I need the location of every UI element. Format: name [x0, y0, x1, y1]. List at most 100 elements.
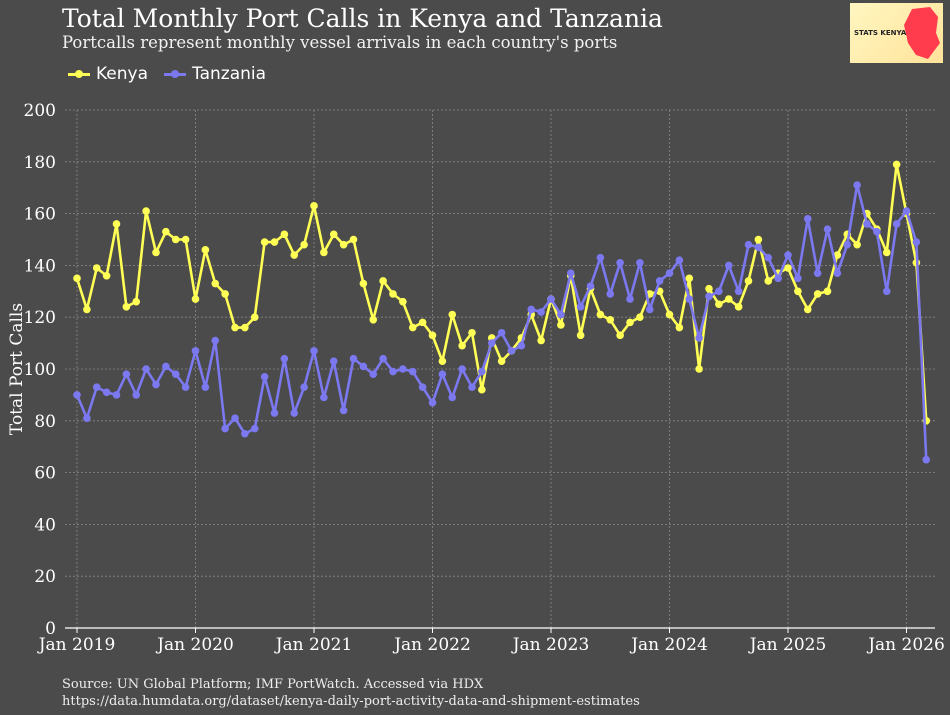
- legend-item-kenya: Kenya: [68, 64, 148, 84]
- data-point-kenya: [369, 315, 378, 324]
- y-tick-label: 120: [24, 308, 56, 328]
- data-point-kenya: [478, 385, 486, 394]
- data-point-kenya: [803, 305, 812, 314]
- data-point-kenya: [705, 284, 713, 293]
- data-point-tanzania: [310, 347, 318, 355]
- data-point-tanzania: [715, 287, 723, 296]
- y-tick-label: 160: [24, 205, 56, 225]
- data-point-kenya: [448, 310, 457, 319]
- data-point-kenya: [280, 230, 289, 239]
- data-point-tanzania: [892, 220, 901, 228]
- data-point-kenya: [882, 248, 891, 257]
- data-point-kenya: [557, 321, 565, 329]
- x-tick-label: Jan 2025: [748, 635, 827, 655]
- data-point-kenya: [596, 310, 605, 319]
- data-point-tanzania: [576, 303, 585, 311]
- data-point-kenya: [320, 248, 328, 257]
- kenya-map-icon: [904, 7, 940, 59]
- data-point-kenya: [349, 235, 358, 244]
- data-point-kenya: [112, 220, 121, 228]
- data-point-kenya: [685, 274, 694, 283]
- data-point-tanzania: [497, 328, 506, 337]
- data-point-kenya: [606, 315, 615, 324]
- data-point-kenya: [270, 238, 279, 246]
- data-point-kenya: [408, 323, 417, 332]
- data-point-tanzania: [478, 367, 486, 376]
- data-point-kenya: [616, 331, 624, 340]
- source-note: Source: UN Global Platform; IMF PortWatc…: [62, 676, 640, 710]
- y-tick-label: 20: [34, 567, 56, 587]
- x-tick-label: Jan 2024: [629, 635, 708, 655]
- data-point-tanzania: [280, 354, 289, 363]
- data-point-tanzania: [922, 455, 931, 464]
- data-point-kenya: [665, 310, 674, 319]
- data-point-tanzania: [300, 383, 308, 391]
- data-point-tanzania: [685, 295, 694, 303]
- data-point-kenya: [162, 227, 170, 236]
- data-point-kenya: [73, 274, 81, 283]
- data-point-tanzania: [458, 365, 466, 373]
- data-point-tanzania: [468, 383, 476, 391]
- data-point-tanzania: [221, 424, 229, 433]
- data-point-tanzania: [142, 365, 150, 373]
- data-point-tanzania: [665, 269, 674, 277]
- data-point-tanzania: [231, 414, 239, 423]
- data-point-tanzania: [537, 308, 545, 316]
- data-point-tanzania: [339, 406, 348, 415]
- data-point-tanzania: [813, 269, 822, 277]
- data-point-tanzania: [784, 251, 792, 259]
- data-point-kenya: [438, 357, 447, 366]
- data-point-tanzania: [260, 372, 269, 381]
- data-point-kenya: [576, 331, 585, 340]
- data-point-tanzania: [290, 409, 299, 417]
- data-point-kenya: [152, 248, 160, 257]
- x-tick-label: Jan 2020: [155, 635, 234, 655]
- data-point-kenya: [181, 235, 190, 244]
- data-point-kenya: [399, 297, 407, 306]
- data-point-tanzania: [675, 256, 684, 265]
- data-point-tanzania: [162, 362, 170, 371]
- legend: Kenya Tanzania: [68, 64, 266, 84]
- data-point-kenya: [744, 277, 753, 285]
- y-tick-label: 200: [24, 101, 56, 121]
- data-point-kenya: [231, 323, 239, 332]
- data-point-tanzania: [487, 339, 496, 347]
- data-point-tanzania: [902, 207, 911, 215]
- data-point-tanzania: [517, 341, 526, 350]
- data-point-tanzania: [803, 214, 812, 223]
- data-point-tanzania: [359, 362, 368, 371]
- data-point-kenya: [260, 238, 269, 246]
- data-point-tanzania: [201, 383, 210, 391]
- data-point-tanzania: [794, 274, 802, 283]
- data-point-tanzania: [270, 409, 279, 417]
- legend-swatch-kenya: [68, 69, 90, 78]
- x-tick-label: Jan 2022: [392, 635, 471, 655]
- data-point-tanzania: [379, 354, 387, 363]
- data-point-kenya: [310, 202, 318, 210]
- data-point-tanzania: [843, 240, 852, 249]
- data-point-kenya: [339, 240, 348, 249]
- data-point-tanzania: [626, 295, 634, 303]
- y-tick-label: 100: [24, 360, 56, 380]
- data-point-tanzania: [428, 398, 437, 407]
- data-point-tanzania: [438, 370, 447, 378]
- data-point-kenya: [468, 328, 476, 337]
- data-point-tanzania: [448, 393, 457, 402]
- data-point-tanzania: [823, 225, 832, 233]
- data-point-kenya: [201, 246, 210, 254]
- data-point-kenya: [853, 240, 861, 249]
- data-point-tanzania: [122, 370, 131, 378]
- data-point-tanzania: [102, 388, 111, 397]
- data-point-kenya: [892, 160, 901, 169]
- data-point-tanzania: [754, 243, 763, 252]
- data-point-kenya: [734, 303, 743, 311]
- data-point-kenya: [636, 313, 644, 322]
- data-point-tanzania: [507, 347, 516, 355]
- data-point-tanzania: [399, 365, 407, 373]
- y-axis-label: Total Port Calls: [7, 303, 27, 435]
- chart-subtitle: Portcalls represent monthly vessel arriv…: [62, 33, 618, 52]
- data-point-kenya: [171, 235, 180, 244]
- logo-text: STATS KENYA: [854, 29, 907, 37]
- y-tick-label: 180: [24, 153, 56, 173]
